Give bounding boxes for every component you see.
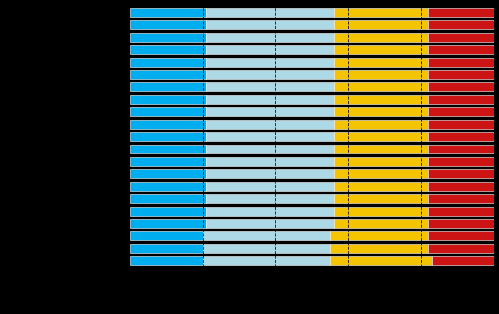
Bar	[429, 83, 494, 91]
Bar	[429, 120, 494, 129]
Bar	[429, 207, 494, 215]
Bar	[206, 45, 334, 54]
Bar	[429, 169, 494, 178]
Bar	[206, 58, 334, 67]
Bar	[330, 256, 432, 265]
Bar	[334, 70, 429, 79]
Bar	[206, 33, 334, 42]
Bar	[206, 182, 334, 191]
Bar	[206, 207, 334, 215]
Bar	[429, 244, 494, 253]
Bar	[130, 207, 206, 215]
Bar	[130, 33, 206, 42]
Bar	[429, 8, 494, 17]
Bar	[429, 95, 494, 104]
Bar	[206, 144, 334, 154]
Bar	[203, 244, 330, 253]
Bar	[130, 144, 206, 154]
Bar	[334, 95, 429, 104]
Bar	[334, 20, 429, 30]
Bar	[334, 194, 429, 203]
Bar	[130, 256, 203, 265]
Bar	[206, 8, 334, 17]
Bar	[334, 120, 429, 129]
Bar	[130, 120, 206, 129]
Bar	[130, 58, 206, 67]
Bar	[429, 194, 494, 203]
Bar	[432, 256, 494, 265]
Bar	[330, 244, 429, 253]
Bar	[203, 231, 330, 240]
Bar	[429, 182, 494, 191]
Bar	[334, 83, 429, 91]
Bar	[334, 8, 429, 17]
Bar	[130, 20, 206, 30]
Bar	[206, 194, 334, 203]
Bar	[334, 58, 429, 67]
Bar	[206, 95, 334, 104]
Bar	[130, 219, 206, 228]
Bar	[130, 244, 203, 253]
Bar	[206, 107, 334, 116]
Bar	[429, 70, 494, 79]
Bar	[334, 144, 429, 154]
Bar	[206, 132, 334, 141]
Bar	[334, 107, 429, 116]
Bar	[206, 157, 334, 166]
Bar	[203, 256, 330, 265]
Bar	[130, 107, 206, 116]
Bar	[130, 157, 206, 166]
Bar	[130, 194, 206, 203]
Bar	[334, 207, 429, 215]
Bar	[206, 219, 334, 228]
Bar	[429, 45, 494, 54]
Bar	[130, 83, 206, 91]
Bar	[130, 8, 206, 17]
Bar	[429, 157, 494, 166]
Bar	[130, 70, 206, 79]
Bar	[429, 219, 494, 228]
Bar	[206, 20, 334, 30]
Bar	[334, 182, 429, 191]
Bar	[429, 144, 494, 154]
Bar	[429, 20, 494, 30]
Bar	[130, 231, 203, 240]
Bar	[334, 45, 429, 54]
Bar	[206, 169, 334, 178]
Bar	[130, 169, 206, 178]
Bar	[206, 70, 334, 79]
Bar	[429, 132, 494, 141]
Bar	[334, 169, 429, 178]
Bar	[429, 107, 494, 116]
Bar	[130, 132, 206, 141]
Bar	[130, 182, 206, 191]
Bar	[330, 231, 429, 240]
Bar	[334, 132, 429, 141]
Bar	[429, 231, 494, 240]
Bar	[334, 33, 429, 42]
Bar	[334, 219, 429, 228]
Bar	[429, 58, 494, 67]
Bar	[206, 83, 334, 91]
Bar	[130, 95, 206, 104]
Bar	[334, 157, 429, 166]
Bar	[130, 45, 206, 54]
Bar	[429, 33, 494, 42]
Bar	[206, 120, 334, 129]
